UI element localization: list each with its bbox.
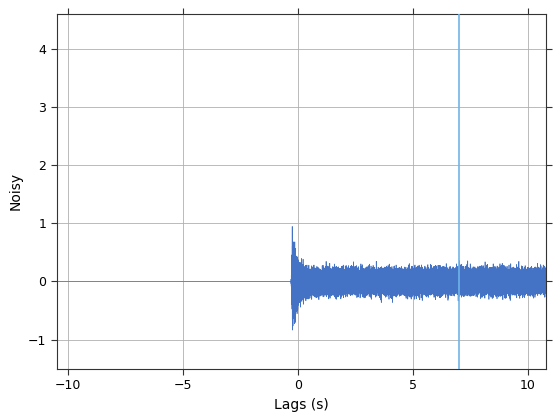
Y-axis label: Noisy: Noisy xyxy=(8,172,22,210)
X-axis label: Lags (s): Lags (s) xyxy=(274,398,329,412)
